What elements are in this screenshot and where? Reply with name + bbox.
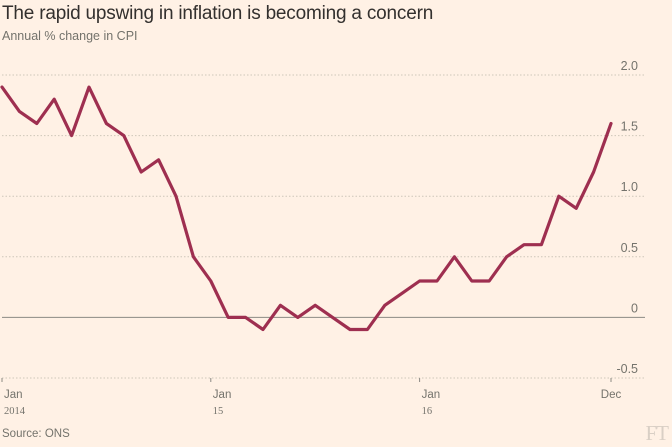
- x-tick-year: 15: [213, 406, 224, 417]
- y-tick-label: -0.5: [616, 362, 638, 376]
- chart-title: The rapid upswing in inflation is becomi…: [2, 3, 434, 24]
- y-tick-label: 1.0: [621, 180, 638, 194]
- cpi-series-line: [0, 85, 613, 332]
- x-tick-label: Jan: [213, 389, 232, 401]
- x-tick-label: Jan: [4, 389, 23, 401]
- ft-logo: FT: [645, 421, 668, 445]
- x-tick-label: Jan: [422, 389, 441, 401]
- y-tick-label: 2.0: [621, 59, 638, 73]
- chart-subtitle: Annual % change in CPI: [2, 29, 138, 43]
- x-tick-year: 16: [422, 406, 433, 417]
- x-tick-year: 2014: [4, 406, 26, 417]
- y-tick-label: 1.5: [621, 120, 638, 134]
- source-note: Source: ONS: [2, 428, 70, 440]
- x-tick-label: Dec: [601, 389, 622, 401]
- y-tick-label: 0: [631, 301, 638, 315]
- y-tick-label: 0.5: [621, 241, 638, 255]
